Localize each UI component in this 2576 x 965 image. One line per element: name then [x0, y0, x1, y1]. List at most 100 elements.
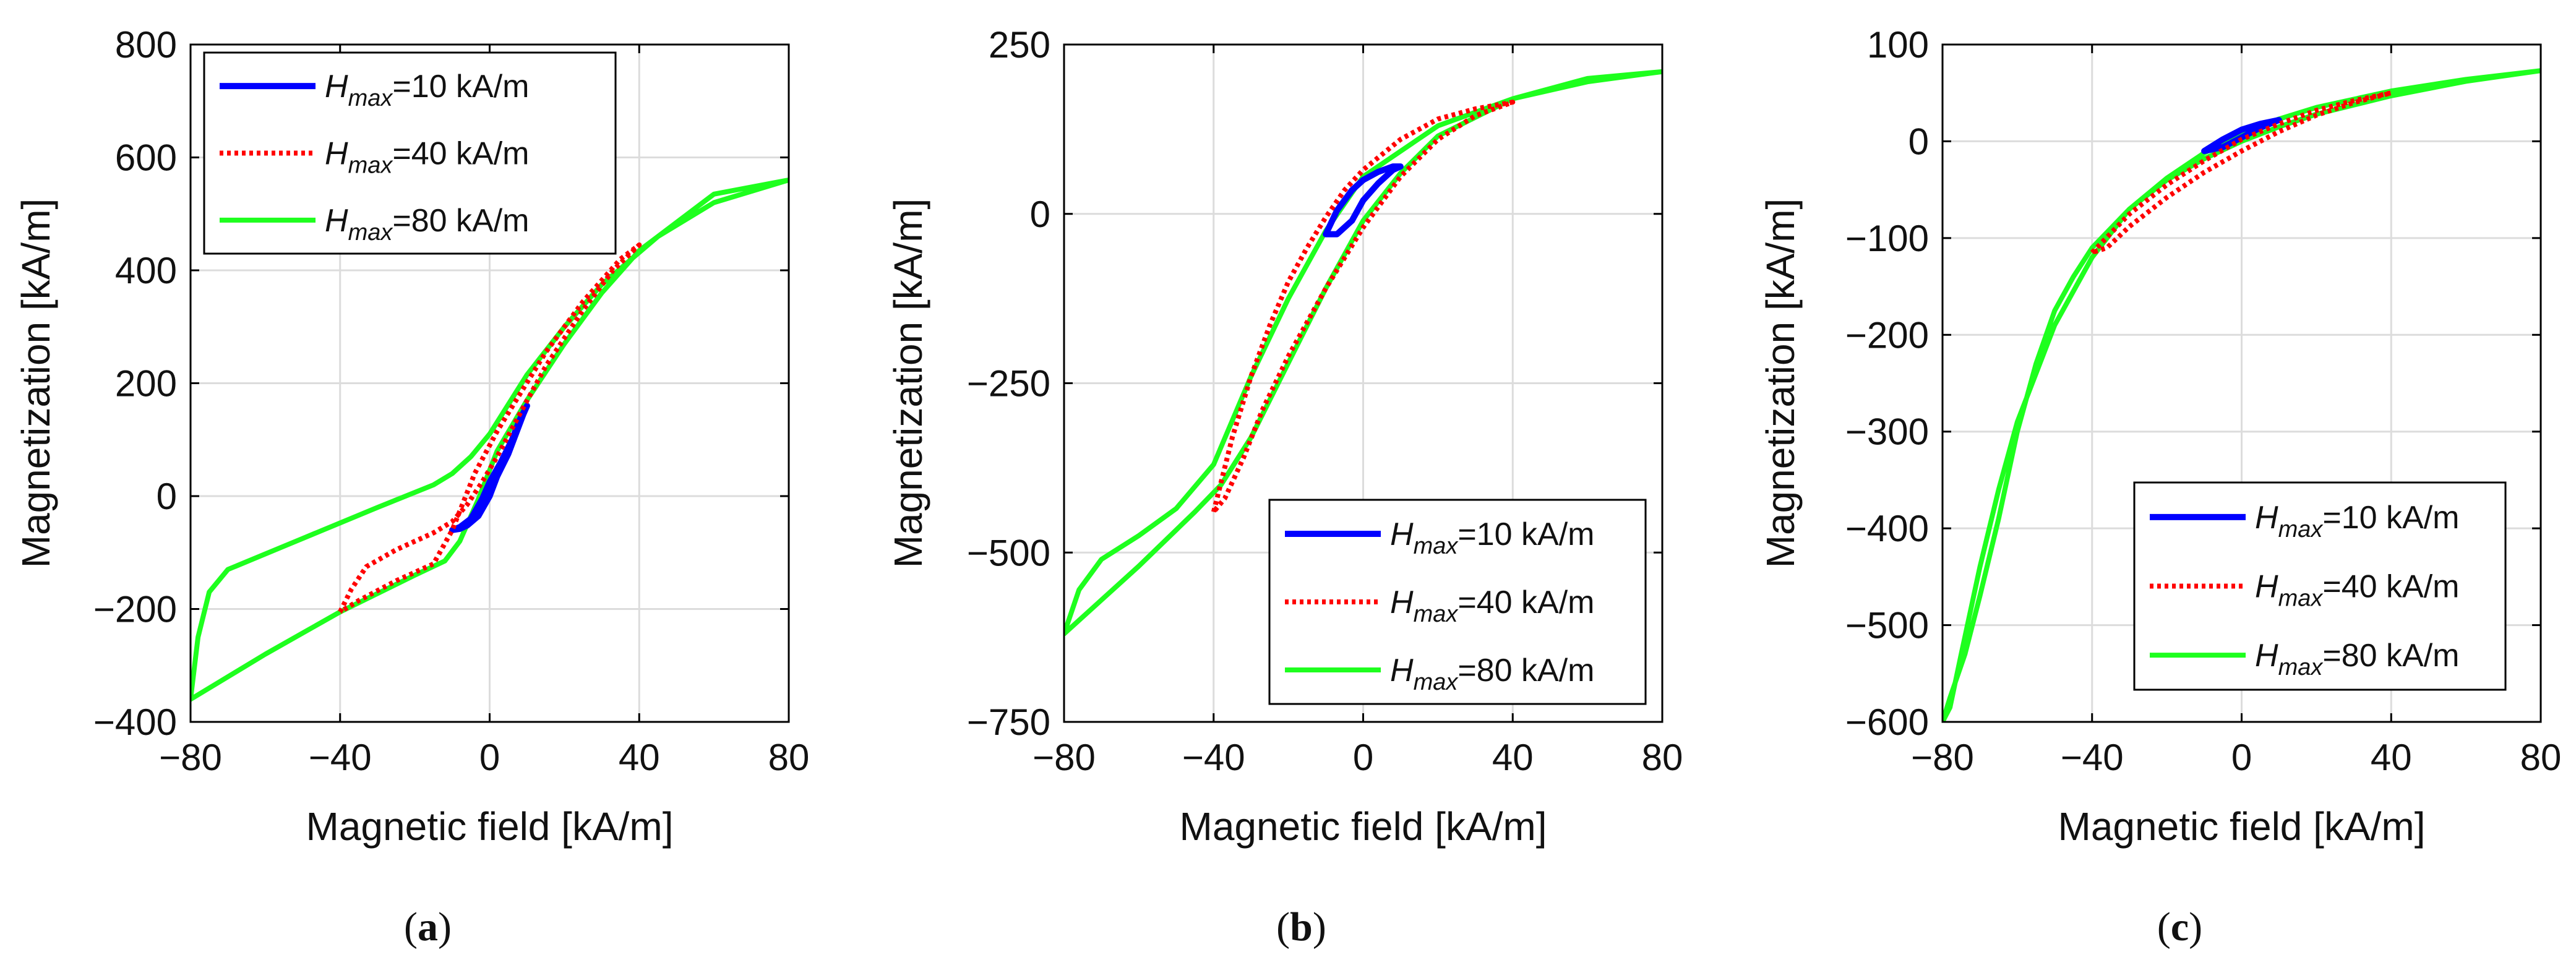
x-tick-label: 80 [768, 737, 810, 778]
series-line-hmax-40-ka-m [338, 242, 642, 614]
y-tick-label: −100 [1845, 218, 1929, 259]
legend-label: Hmax=10 kA/m [325, 69, 529, 111]
series-line-hmax-10-ka-m [449, 403, 530, 533]
y-tick-label: 250 [989, 24, 1050, 66]
y-tick-label: −500 [1845, 605, 1929, 646]
legend-label-var: H [1390, 585, 1414, 620]
x-axis-label: Magnetic field [kA/m] [306, 804, 674, 849]
legend-label-sub: max [2278, 654, 2324, 680]
y-axis-label: Magnetization [kA/m] [1758, 199, 1803, 568]
panel-label-close: ) [2189, 904, 2202, 950]
series-group [1064, 69, 1662, 637]
legend-label-var: H [1390, 653, 1414, 688]
legend-label-value: =80 kA/m [2322, 638, 2459, 674]
series-line-hmax-80-ka-m [1943, 68, 2541, 722]
legend-label-var: H [325, 203, 348, 239]
legend-label: Hmax=80 kA/m [2255, 638, 2459, 680]
panel-b: −80 −40 0 40 80 −750 −500 −250 0 250 Magnetic fiel… [886, 24, 1683, 950]
y-tick-label: 200 [115, 363, 177, 405]
y-tick-label: −250 [967, 363, 1050, 405]
x-tick-label: 0 [2231, 737, 2252, 778]
x-tick-label: −40 [1182, 737, 1245, 778]
y-axis-label: Magnetization [kA/m] [886, 199, 930, 568]
panel-label: (c) [2157, 904, 2202, 950]
legend-label-sub: max [348, 220, 394, 246]
panel-label: (b) [1276, 904, 1326, 950]
y-tick-label: −300 [1845, 411, 1929, 453]
legend-label: Hmax=10 kA/m [2255, 500, 2459, 543]
series-line-hmax-10-ka-m [1323, 163, 1404, 238]
x-tick-label: −40 [309, 737, 372, 778]
panel-label-letter: a [418, 904, 438, 950]
x-tick-label: 40 [2371, 737, 2412, 778]
series-line-hmax-40-ka-m [2090, 90, 2394, 255]
y-axis-label: Magnetization [kA/m] [14, 199, 58, 568]
legend-label-var: H [325, 136, 348, 172]
panel-label-open: ( [1276, 904, 1290, 950]
y-tick-label: 0 [157, 476, 177, 517]
y-tick-label: −400 [1845, 508, 1929, 549]
panel-label-letter: b [1290, 904, 1313, 950]
x-tick-label: −40 [2061, 737, 2124, 778]
x-tick-label: 80 [2520, 737, 2562, 778]
legend-label-sub: max [1414, 669, 1459, 695]
x-axis-label: Magnetic field [kA/m] [2058, 804, 2426, 849]
legend-label-var: H [2255, 569, 2278, 605]
legend-label: Hmax=10 kA/m [1390, 517, 1594, 559]
legend-label-sub: max [2278, 517, 2324, 543]
legend-label-value: =10 kA/m [2322, 500, 2459, 536]
legend-label-sub: max [1414, 601, 1459, 627]
series-group [191, 178, 789, 702]
y-tick-label: −600 [1845, 701, 1929, 743]
legend-label-sub: max [1414, 533, 1459, 559]
series-line-hmax-40-ka-m [1211, 100, 1516, 514]
y-tick-label: 0 [1030, 194, 1050, 235]
legend-label-value: =40 kA/m [392, 136, 529, 172]
x-tick-label: 40 [619, 737, 660, 778]
legend-label: Hmax=80 kA/m [1390, 653, 1594, 695]
panel-label: (a) [404, 904, 452, 950]
legend-label-sub: max [348, 85, 394, 111]
y-tick-label: 600 [115, 137, 177, 179]
legend-label-value: =10 kA/m [392, 69, 529, 105]
panel-label-open: ( [404, 904, 418, 950]
legend-label-value: =40 kA/m [2322, 569, 2459, 605]
y-tick-label: −500 [967, 532, 1050, 573]
panel-a: −80 −40 0 40 80−400−2000200400600800Magnetic… [14, 24, 809, 950]
x-axis-label: Magnetic field [kA/m] [1180, 804, 1547, 849]
legend-label-var: H [2255, 500, 2278, 536]
legend-label-sub: max [2278, 586, 2324, 612]
series-line-hmax-80-ka-m [1064, 69, 1662, 637]
legend-label: Hmax=80 kA/m [325, 203, 529, 246]
series-line-hmax-80-ka-m [191, 178, 789, 702]
panel-label-letter: c [2171, 904, 2189, 950]
panel-label-close: ) [438, 904, 452, 950]
x-tick-label: 80 [1642, 737, 1683, 778]
panel-label-open: ( [2157, 904, 2171, 950]
x-tick-label: 0 [479, 737, 500, 778]
legend-label-var: H [325, 69, 348, 105]
legend-label-value: =80 kA/m [392, 203, 529, 239]
x-tick-label: −80 [1911, 737, 1974, 778]
legend-label-sub: max [348, 153, 394, 179]
x-tick-label: −80 [159, 737, 222, 778]
y-tick-label: 0 [1908, 121, 1929, 162]
y-tick-label: 800 [115, 24, 177, 66]
legend-label-value: =10 kA/m [1458, 517, 1594, 552]
series-group [1943, 68, 2541, 722]
y-tick-label: 400 [115, 250, 177, 291]
legend-label-var: H [2255, 638, 2278, 674]
panel-label-close: ) [1313, 904, 1326, 950]
x-tick-label: −80 [1033, 737, 1096, 778]
y-tick-label: −200 [1845, 314, 1929, 356]
series-line-hmax-10-ka-m [2201, 117, 2282, 155]
legend-label-var: H [1390, 517, 1414, 552]
y-tick-label: −400 [93, 701, 177, 743]
y-tick-label: 100 [1867, 24, 1929, 66]
legend-label: Hmax=40 kA/m [1390, 585, 1594, 627]
legend-label: Hmax=40 kA/m [325, 136, 529, 179]
panel-c: −80 −40 0 40 80−600−500−400−300−200−1000100M… [1758, 24, 2561, 950]
legend-label-value: =80 kA/m [1458, 653, 1594, 688]
y-tick-label: −750 [967, 701, 1050, 743]
